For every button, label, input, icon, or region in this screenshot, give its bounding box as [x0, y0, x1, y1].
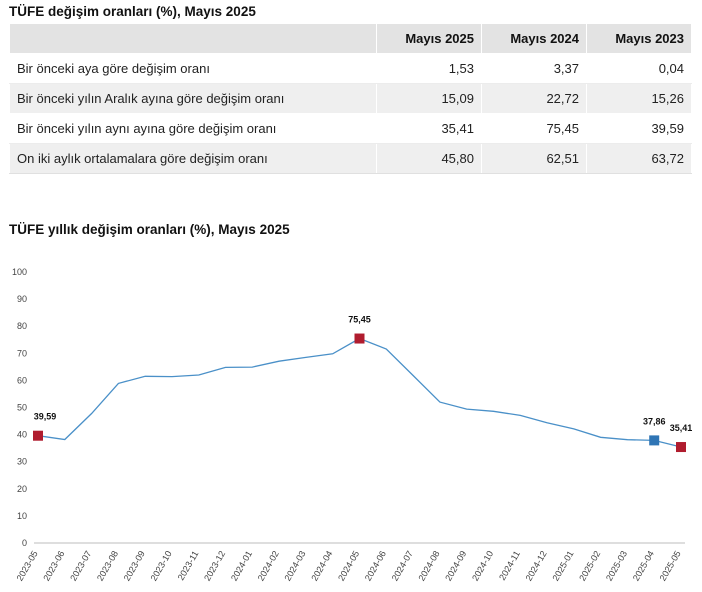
x-tick-label: 2024-11	[497, 549, 522, 582]
series-line	[37, 337, 682, 448]
column-header: Mayıs 2025	[376, 23, 482, 54]
table-cell: 1,53	[376, 53, 482, 84]
table-cell: 35,41	[376, 113, 482, 144]
y-tick-label: 40	[17, 430, 27, 440]
highlight-point	[354, 333, 365, 344]
row-label: Bir önceki aya göre değişim oranı	[9, 53, 377, 84]
table-cell: 15,09	[376, 83, 482, 114]
y-tick-label: 50	[17, 403, 27, 413]
table-cell: 39,59	[586, 113, 692, 144]
data-label: 39,59	[34, 412, 57, 422]
column-header: Mayıs 2023	[586, 23, 692, 54]
x-tick-label: 2025-03	[604, 549, 629, 583]
y-tick-label: 10	[17, 511, 27, 521]
x-tick-label: 2024-03	[282, 549, 307, 583]
table-cell: 63,72	[586, 143, 692, 174]
x-tick-label: 2023-06	[41, 549, 66, 583]
y-tick-label: 0	[22, 538, 27, 548]
chart-title: TÜFE yıllık değişim oranları (%), Mayıs …	[9, 222, 290, 237]
highlight-point	[649, 435, 660, 446]
table-cell: 0,04	[586, 53, 692, 84]
row-label: On iki aylık ortalamalara göre değişim o…	[9, 143, 377, 174]
x-tick-label: 2023-12	[202, 549, 227, 583]
y-tick-label: 60	[17, 375, 27, 385]
table-header-row: Mayıs 2025 Mayıs 2024 Mayıs 2023	[9, 23, 692, 54]
x-tick-label: 2024-02	[256, 549, 281, 583]
column-header: Mayıs 2024	[481, 23, 587, 54]
table-row: Bir önceki yılın Aralık ayına göre değiş…	[9, 83, 692, 114]
data-label: 37,86	[643, 416, 666, 426]
x-tick-label: 2025-05	[658, 549, 683, 583]
table-row: Bir önceki aya göre değişim oranı 1,53 3…	[9, 53, 692, 84]
table-corner-cell	[9, 23, 377, 54]
table-cell: 22,72	[481, 83, 587, 114]
x-tick-label: 2025-04	[631, 549, 656, 583]
table-cell: 62,51	[481, 143, 587, 174]
x-tick-label: 2025-02	[577, 549, 602, 583]
x-tick-label: 2024-10	[470, 549, 495, 583]
x-tick-label: 2024-04	[309, 549, 334, 583]
table-row: Bir önceki yılın aynı ayına göre değişim…	[9, 113, 692, 144]
x-tick-label: 2023-11	[176, 549, 201, 582]
x-tick-label: 2024-01	[229, 549, 254, 583]
highlight-point	[676, 442, 686, 453]
y-tick-label: 90	[17, 294, 27, 304]
x-tick-label: 2025-01	[550, 549, 575, 583]
row-label: Bir önceki yılın aynı ayına göre değişim…	[9, 113, 377, 144]
x-tick-label: 2023-08	[95, 549, 120, 583]
highlight-point	[33, 430, 43, 441]
data-label: 75,45	[348, 315, 371, 325]
table-row: On iki aylık ortalamalara göre değişim o…	[9, 143, 692, 174]
y-tick-label: 20	[17, 484, 27, 494]
table-cell: 15,26	[586, 83, 692, 114]
table-cell: 75,45	[481, 113, 587, 144]
x-tick-label: 2024-06	[363, 549, 388, 583]
x-tick-label: 2024-08	[416, 549, 441, 583]
x-tick-label: 2023-07	[68, 549, 93, 583]
table-cell: 45,80	[376, 143, 482, 174]
row-label: Bir önceki yılın Aralık ayına göre değiş…	[9, 83, 377, 114]
x-tick-label: 2023-10	[149, 549, 174, 583]
x-tick-label: 2024-05	[336, 549, 361, 583]
x-tick-label: 2024-09	[443, 549, 468, 583]
x-tick-label: 2024-12	[524, 549, 549, 583]
y-tick-label: 80	[17, 321, 27, 331]
table-cell: 3,37	[481, 53, 587, 84]
x-tick-label: 2023-05	[15, 549, 40, 583]
data-label: 35,41	[670, 423, 693, 433]
x-tick-label: 2024-07	[390, 549, 415, 583]
table-title: TÜFE değişim oranları (%), Mayıs 2025	[9, 4, 256, 19]
y-tick-label: 100	[12, 267, 27, 277]
x-tick-label: 2023-09	[122, 549, 147, 583]
cpi-change-table: Mayıs 2025 Mayıs 2024 Mayıs 2023 Bir önc…	[9, 23, 692, 174]
y-tick-label: 30	[17, 457, 27, 467]
y-tick-label: 70	[17, 348, 27, 358]
